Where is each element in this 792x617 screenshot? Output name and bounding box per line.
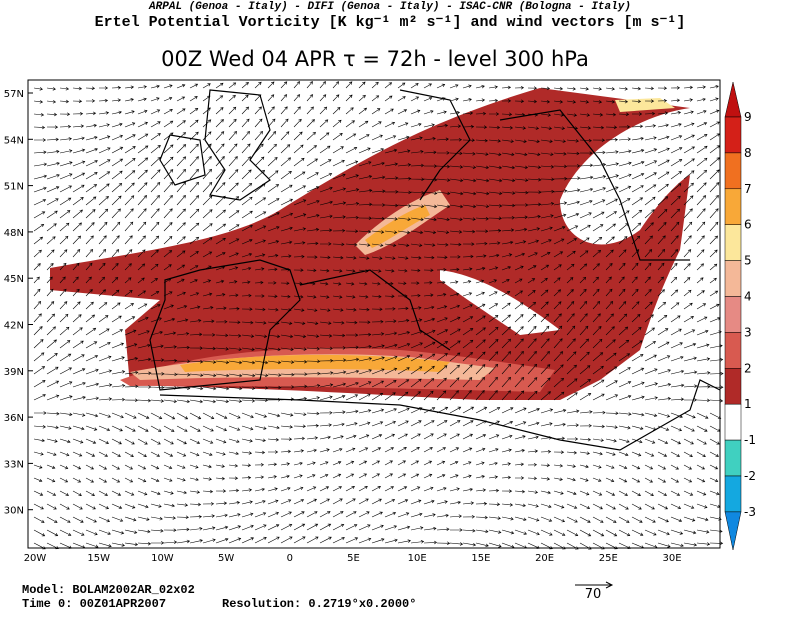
lat-label: 57N	[4, 89, 24, 100]
lon-label: 15W	[87, 553, 110, 564]
footer-time: Time 0: 00Z01APR2007	[22, 597, 166, 611]
footer-resolution: Resolution: 0.2719°x0.2000°	[222, 597, 416, 611]
colorbar-swatch	[724, 224, 742, 261]
lon-label: 10W	[151, 553, 174, 564]
lon-label: 10E	[408, 553, 427, 564]
colorbar-label: 3	[744, 325, 752, 339]
colorbar-label: 5	[744, 254, 752, 268]
colorbar-swatch	[724, 475, 742, 513]
wind-scale-label: 70	[585, 587, 602, 602]
colorbar: 9 8 7 6 5 4 3 2 1 -1 -2 -3	[724, 81, 756, 551]
colorbar-label: 9	[744, 110, 752, 124]
pv-band	[365, 205, 430, 248]
colorbar-label: 7	[744, 182, 752, 196]
coastlines	[149, 89, 721, 451]
wind-vectors	[33, 81, 724, 550]
credits: ARPAL (Genoa - Italy) - DIFI (Genoa - It…	[148, 1, 631, 13]
lat-label: 42N	[4, 321, 24, 332]
pv-gap	[440, 270, 560, 335]
lat-label: 39N	[4, 367, 24, 378]
colorbar-label: -3	[744, 505, 756, 519]
colorbar-swatch	[724, 152, 742, 190]
colorbar-label: 1	[744, 397, 752, 411]
lon-label: 5W	[218, 553, 234, 564]
lat-label: 36N	[4, 413, 24, 424]
colorbar-swatch	[724, 116, 742, 154]
lon-label: 20E	[535, 553, 554, 564]
colorbar-label: 4	[744, 290, 752, 304]
lon-label: 20W	[24, 553, 47, 564]
lat-label: 48N	[4, 228, 24, 239]
subtitle: 00Z Wed 04 APR τ = 72h - level 300 hPa	[161, 47, 589, 71]
colorbar-cap	[724, 511, 742, 551]
colorbar-swatch	[724, 260, 742, 297]
colorbar-label: 8	[744, 146, 752, 160]
colorbar-label: 2	[744, 361, 752, 375]
lon-label: 5E	[347, 553, 360, 564]
lon-label: 25E	[599, 553, 618, 564]
colorbar-swatch	[724, 332, 742, 369]
colorbar-swatch	[724, 439, 742, 477]
wind-scale-head	[605, 581, 614, 589]
colorbar-swatch	[724, 188, 742, 225]
lat-label: 51N	[4, 182, 24, 193]
colorbar-label: -2	[744, 469, 756, 483]
lon-labels: 20W 15W 10W 5W 0 5E 10E 15E 20E 25E 30E	[24, 553, 682, 564]
lat-label: 30N	[4, 506, 24, 517]
pv-band	[615, 98, 675, 112]
colorbar-label: -1	[744, 433, 756, 447]
lon-label: 0	[287, 553, 293, 564]
lat-label: 33N	[4, 459, 24, 470]
colorbar-cap	[724, 81, 742, 118]
lat-labels: 57N 54N 51N 48N 45N 42N 39N 36N 33N 30N	[4, 89, 33, 517]
lat-label: 45N	[4, 274, 24, 285]
lat-label: 54N	[4, 135, 24, 146]
colorbar-swatch	[724, 296, 742, 333]
map	[27, 79, 724, 550]
lon-label: 15E	[471, 553, 490, 564]
title: Ertel Potential Vorticity [K kg⁻¹ m² s⁻¹…	[95, 14, 686, 31]
lon-label: 30E	[662, 553, 681, 564]
colorbar-swatch	[724, 368, 742, 405]
colorbar-swatch	[724, 403, 742, 441]
colorbar-label: 6	[744, 218, 752, 232]
footer-model: Model: BOLAM2002AR_02x02	[22, 583, 195, 597]
